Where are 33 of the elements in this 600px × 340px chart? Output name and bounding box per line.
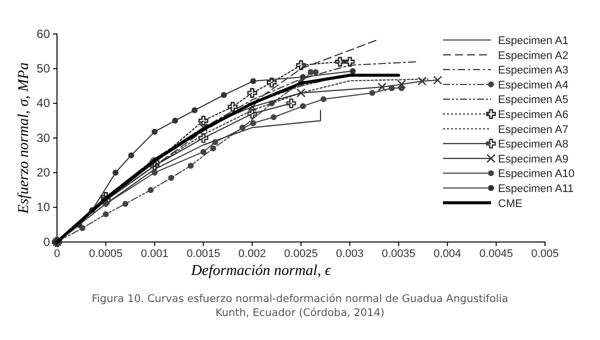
x-tick-label: 0.0025 (284, 248, 318, 260)
y-tick-label: 60 (36, 26, 50, 41)
legend-label: Especimen A8 (498, 138, 568, 151)
x-tick-label: 0.004 (434, 248, 462, 260)
legend-label: Especimen A9 (498, 153, 568, 166)
y-tick-label: 30 (36, 130, 50, 145)
legend-label: Especimen A1 (498, 35, 568, 47)
x-tick-label: 0.001 (140, 248, 168, 260)
x-tick-label: 0.005 (531, 248, 559, 260)
x-tick-label: 0.0045 (479, 248, 514, 260)
y-tick-label: 20 (36, 166, 50, 180)
legend-label: Especimen A11 (498, 183, 574, 195)
legend-label: Especimen A2 (498, 50, 568, 62)
y-tick-label: 10 (36, 200, 50, 214)
legend-label: Especimen A5 (498, 94, 568, 106)
legend-label: Especimen A6 (498, 109, 568, 121)
legend-label: Especimen A7 (498, 124, 568, 136)
y-tick-label: 40 (36, 96, 50, 110)
x-tick-label: 0 (54, 248, 60, 260)
legend-label: CME (498, 198, 522, 210)
x-tick-label: 0.002 (238, 248, 266, 260)
x-axis-title: Deformación normal, ϵ (190, 263, 332, 279)
x-tick-label: 0.0035 (382, 248, 416, 260)
x-tick-label: 0.0015 (186, 248, 220, 260)
text: Figura 10. Curvas esfuerzo normal-deformación normal de Guadua Angustifolia Kunth, Ecuador (Córdoba, 2014) (90, 292, 510, 320)
x-tick-label: 0.003 (336, 248, 364, 260)
legend-label: Especimen A3 (498, 64, 568, 77)
x-tick-label: 0.0005 (88, 248, 123, 260)
y-tick-label: 0 (43, 234, 50, 249)
legend-label: Especimen A10 (498, 168, 574, 180)
legend-label: Especimen A4 (498, 79, 568, 92)
y-tick-label: 50 (36, 62, 50, 76)
y-axis-title: Esfuerzo normal, σ, MPa (16, 62, 32, 215)
